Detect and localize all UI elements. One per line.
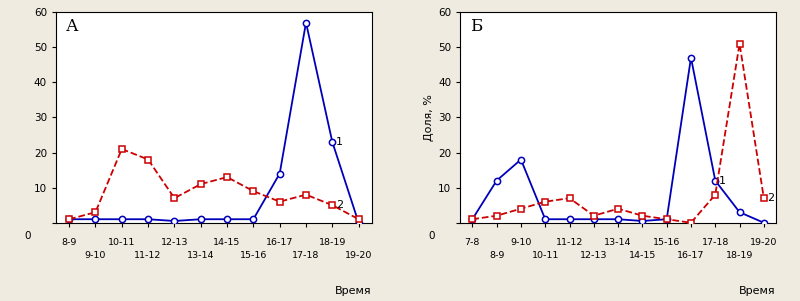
- Text: 19-20: 19-20: [345, 250, 372, 259]
- Text: 12-13: 12-13: [161, 238, 188, 247]
- Text: Время: Время: [739, 286, 776, 296]
- Y-axis label: Доля, %: Доля, %: [424, 94, 434, 141]
- Text: Время: Время: [335, 286, 372, 296]
- Text: 16-17: 16-17: [266, 238, 294, 247]
- Text: 15-16: 15-16: [653, 238, 680, 247]
- Text: 18-19: 18-19: [318, 238, 346, 247]
- Text: 9-10: 9-10: [85, 250, 106, 259]
- Text: 17-18: 17-18: [292, 250, 320, 259]
- Text: 12-13: 12-13: [580, 250, 607, 259]
- Text: А: А: [66, 18, 78, 35]
- Text: Б: Б: [470, 18, 482, 35]
- Text: 8-9: 8-9: [489, 250, 504, 259]
- Text: 17-18: 17-18: [702, 238, 729, 247]
- Text: 2: 2: [336, 200, 343, 210]
- Text: 1: 1: [719, 175, 726, 186]
- Text: 9-10: 9-10: [510, 238, 532, 247]
- Text: 10-11: 10-11: [531, 250, 559, 259]
- Text: 13-14: 13-14: [187, 250, 214, 259]
- Text: 2: 2: [767, 193, 774, 203]
- Text: 0: 0: [429, 231, 435, 241]
- Text: 7-8: 7-8: [465, 238, 480, 247]
- Text: 14-15: 14-15: [214, 238, 241, 247]
- Text: 16-17: 16-17: [678, 250, 705, 259]
- Text: 15-16: 15-16: [240, 250, 267, 259]
- Text: 19-20: 19-20: [750, 238, 778, 247]
- Text: 13-14: 13-14: [604, 238, 632, 247]
- Text: 8-9: 8-9: [62, 238, 77, 247]
- Text: 1: 1: [336, 137, 343, 147]
- Text: 11-12: 11-12: [556, 238, 583, 247]
- Text: 10-11: 10-11: [108, 238, 135, 247]
- Text: 18-19: 18-19: [726, 250, 754, 259]
- Text: 0: 0: [24, 231, 30, 241]
- Text: 14-15: 14-15: [629, 250, 656, 259]
- Text: 11-12: 11-12: [134, 250, 162, 259]
